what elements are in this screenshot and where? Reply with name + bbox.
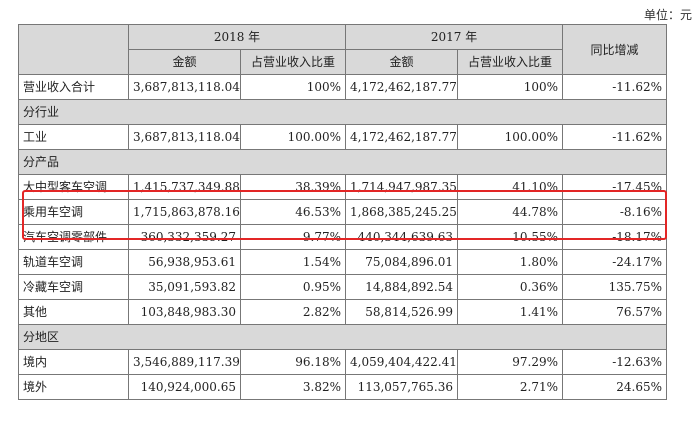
amount-2017: 75,084,896.01 — [345, 249, 459, 275]
ratio-2018: 100.00% — [239, 124, 347, 150]
table-row: 乘用车空调 1,715,863,878.16 46.53% 1,868,385,245… — [18, 199, 668, 225]
header-amount-2017: 金额 — [345, 49, 459, 75]
header-row-columns: 金额 占营业收入比重 金额 占营业收入比重 — [19, 49, 667, 75]
amount-2018: 3,546,889,117.39 — [128, 349, 241, 375]
amount-2018: 360,332,359.27 — [128, 224, 241, 250]
row-label: 大中型客车空调 — [18, 174, 129, 200]
amount-2017: 440,344,639.63 — [345, 224, 459, 250]
table-row: 工业 3,687,813,118.04 100.00% 4,172,462,187.7… — [18, 124, 668, 150]
revenue-table: 2018 年 2017 年 同比增减 金额 占营业收入比重 金额 占营业收入比重… — [17, 24, 668, 400]
section-label: 分地区 — [17, 324, 668, 350]
yoy-change: -24.17% — [562, 249, 668, 275]
header-amount-2018: 金额 — [128, 49, 241, 75]
row-label: 轨道车空调 — [18, 249, 129, 275]
table-row: 轨道车空调 56,938,953.61 1.54% 75,084,896.01 1.80… — [18, 249, 668, 275]
table-row: 境内 3,546,889,117.39 96.18% 4,059,404,422.41… — [18, 349, 668, 375]
industry-rows: 工业 3,687,813,118.04 100.00% 4,172,462,187.7… — [18, 124, 668, 150]
amount-2018: 140,924,000.65 — [128, 374, 241, 400]
row-label: 冷藏车空调 — [18, 274, 129, 300]
amount-2017: 1,868,385,245.25 — [345, 199, 459, 225]
section-row-product: 分产品 — [17, 149, 668, 175]
ratio-2017: 0.36% — [457, 274, 564, 300]
header-year-2018: 2018 年 — [127, 24, 347, 50]
ratio-2017: 44.78% — [457, 199, 564, 225]
table-row: 汽车空调零部件 360,332,359.27 9.77% 440,344,639.63… — [18, 224, 668, 250]
section-row-region: 分地区 — [17, 324, 668, 350]
yoy-change: 76.57% — [562, 299, 668, 325]
row-label: 营业收入合计 — [18, 74, 129, 100]
amount-2018: 1,415,737,349.88 — [128, 174, 241, 200]
header-yoy: 同比增减 — [562, 24, 668, 75]
yoy-change: -11.62% — [562, 74, 668, 100]
unit-label: 单位：元 — [643, 8, 692, 22]
row-label: 境外 — [18, 374, 129, 400]
amount-2018: 3,687,813,118.04 — [128, 74, 241, 100]
yoy-change: -12.63% — [562, 349, 668, 375]
ratio-2017: 41.10% — [457, 174, 564, 200]
yoy-change: -8.16% — [562, 199, 668, 225]
ratio-2018: 46.53% — [239, 199, 347, 225]
amount-2017: 4,172,462,187.77 — [345, 74, 459, 100]
ratio-2017: 1.80% — [457, 249, 564, 275]
yoy-change: -18.17% — [562, 224, 668, 250]
table-row: 其他 103,848,983.30 2.82% 58,814,526.99 1.41% 7… — [18, 299, 668, 325]
amount-2018: 103,848,983.30 — [128, 299, 241, 325]
ratio-2017: 97.29% — [457, 349, 564, 375]
amount-2017: 1,714,947,987.35 — [345, 174, 459, 200]
amount-2018: 35,091,593.82 — [128, 274, 241, 300]
ratio-2018: 96.18% — [239, 349, 347, 375]
header-ratio-2017: 占营业收入比重 — [457, 49, 564, 75]
ratio-2017: 1.41% — [457, 299, 564, 325]
amount-2018: 56,938,953.61 — [128, 249, 241, 275]
ratio-2017: 100% — [457, 74, 564, 100]
table-row: 境外 140,924,000.65 3.82% 113,057,765.36 2.71%… — [18, 374, 668, 400]
product-rows: 大中型客车空调 1,415,737,349.88 38.39% 1,714,947,9… — [18, 174, 668, 325]
section-row-industry: 分行业 — [17, 99, 668, 125]
amount-2017: 14,884,892.54 — [345, 274, 459, 300]
table-row: 大中型客车空调 1,415,737,349.88 38.39% 1,714,947,9… — [18, 174, 668, 200]
amount-2017: 113,057,765.36 — [345, 374, 459, 400]
ratio-2018: 9.77% — [239, 224, 347, 250]
ratio-2018: 0.95% — [239, 274, 347, 300]
ratio-2018: 2.82% — [239, 299, 347, 325]
ratio-2018: 3.82% — [239, 374, 347, 400]
row-label: 境内 — [18, 349, 129, 375]
section-label: 分行业 — [17, 99, 668, 125]
header-ratio-2018: 占营业收入比重 — [239, 49, 347, 75]
yoy-change: 24.65% — [562, 374, 668, 400]
amount-2018: 3,687,813,118.04 — [128, 124, 241, 150]
header-year-2017: 2017 年 — [345, 24, 564, 50]
row-label: 乘用车空调 — [18, 199, 129, 225]
yoy-change: 135.75% — [562, 274, 668, 300]
ratio-2017: 10.55% — [457, 224, 564, 250]
ratio-2018: 100% — [239, 74, 347, 100]
yoy-change: -17.45% — [562, 174, 668, 200]
ratio-2018: 1.54% — [239, 249, 347, 275]
ratio-2017: 2.71% — [457, 374, 564, 400]
section-label: 分产品 — [17, 149, 668, 175]
ratio-2018: 38.39% — [239, 174, 347, 200]
row-label: 其他 — [18, 299, 129, 325]
region-rows: 境内 3,546,889,117.39 96.18% 4,059,404,422.41… — [18, 349, 668, 400]
ratio-2017: 100.00% — [457, 124, 564, 150]
row-label: 工业 — [18, 124, 129, 150]
table-row: 冷藏车空调 35,091,593.82 0.95% 14,884,892.54 0.36… — [18, 274, 668, 300]
amount-2018: 1,715,863,878.16 — [128, 199, 241, 225]
yoy-change: -11.62% — [562, 124, 668, 150]
total-row: 营业收入合计 3,687,813,118.04 100% 4,172,462,1… — [18, 74, 668, 100]
amount-2017: 4,059,404,422.41 — [345, 349, 459, 375]
header-row-years: 2018 年 2017 年 同比增减 — [18, 24, 668, 75]
header-corner-cell — [18, 24, 129, 75]
amount-2017: 4,172,462,187.77 — [345, 124, 459, 150]
row-label: 汽车空调零部件 — [18, 224, 129, 250]
amount-2017: 58,814,526.99 — [345, 299, 459, 325]
